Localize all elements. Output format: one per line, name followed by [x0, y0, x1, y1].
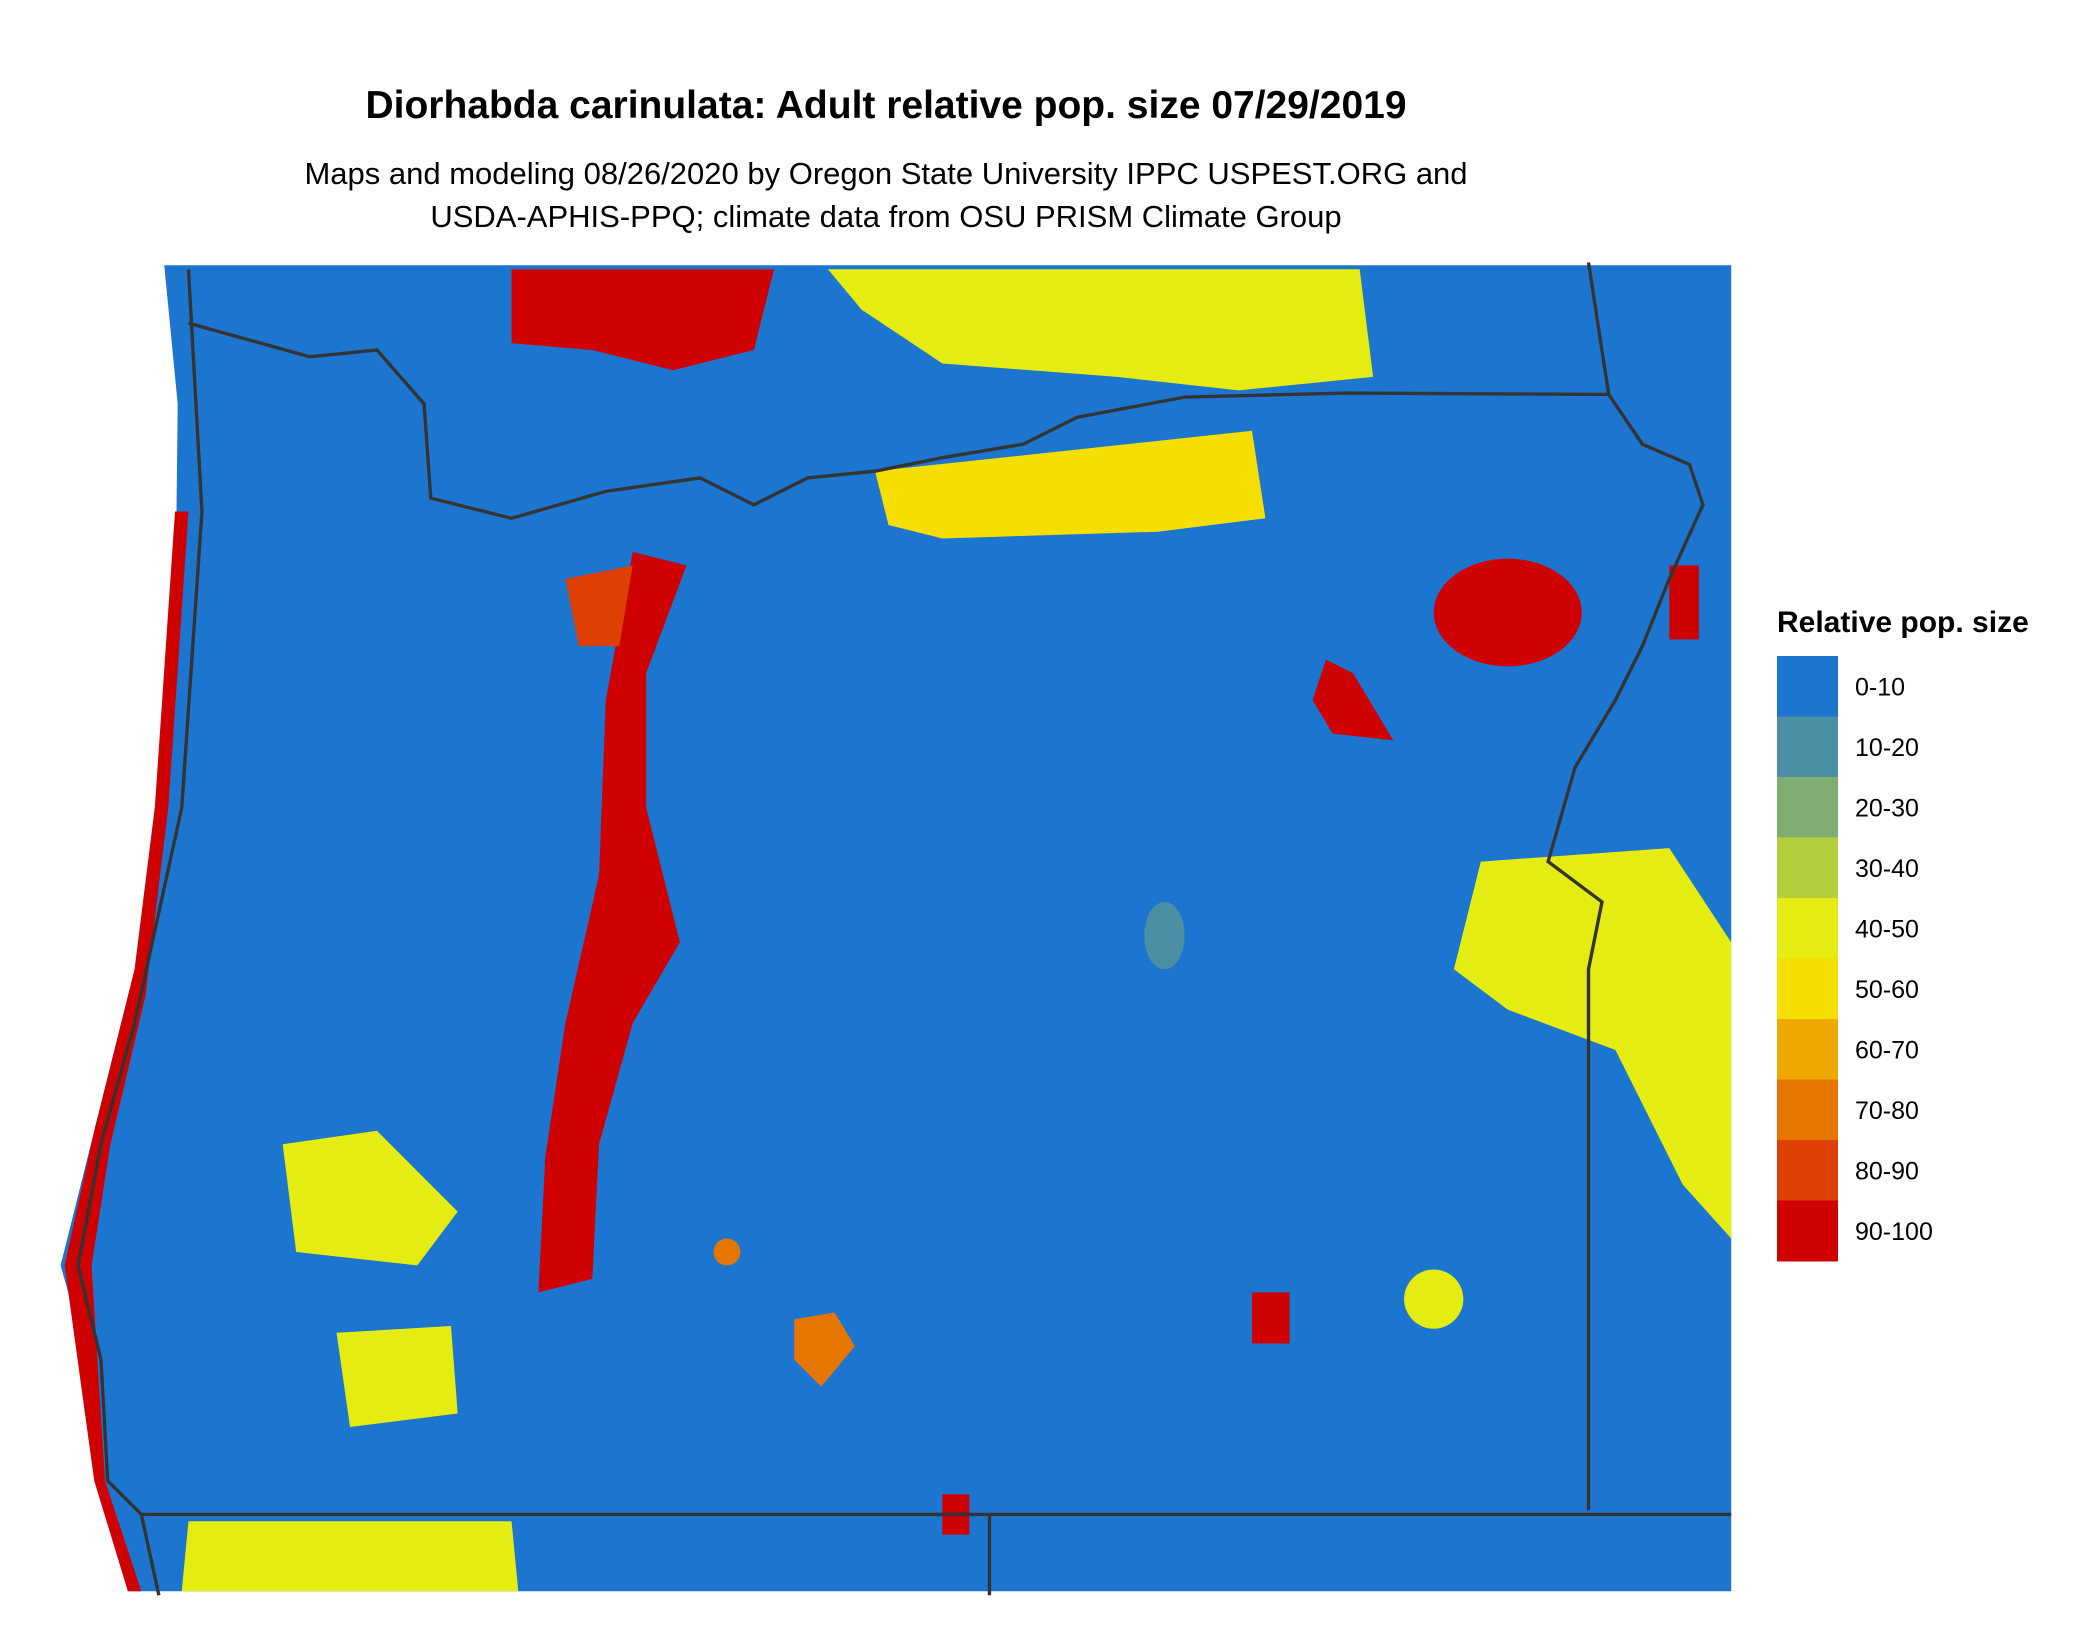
orange-patch: [1251, 1292, 1290, 1344]
title: Diorhabda carinulata: Adult relative pop…: [365, 84, 1406, 127]
legend: Relative pop. size 0-10 10-20 20-30 30-40 40…: [1777, 606, 2029, 1262]
yellow-patch: [875, 430, 1266, 539]
legend-label: 0-10: [1855, 673, 1905, 701]
teal-patch: [1144, 901, 1185, 970]
legend-label: 20-30: [1855, 794, 1919, 822]
legend-swatch: [1777, 1079, 1838, 1141]
yellow-patch: [1453, 848, 1732, 1239]
legend-swatch: [1777, 837, 1838, 899]
legend-swatch: [1777, 958, 1838, 1020]
legend-swatch: [1777, 716, 1838, 778]
north-patch: [511, 269, 775, 371]
legend-swatch: [1777, 898, 1838, 959]
subtitle-line: USDA-APHIS-PPQ; climate data from OSU PR…: [430, 199, 1341, 234]
border: [76, 269, 204, 1596]
legend-swatch: [1777, 1140, 1838, 1201]
ridge-patch: [538, 551, 687, 1293]
yellow-patch: [181, 1521, 519, 1592]
legend-label: 40-50: [1855, 915, 1919, 943]
central-patch: [1312, 659, 1394, 741]
ne-patch: [1433, 558, 1582, 667]
yellow-patch: [827, 269, 1374, 391]
legend-title: Relative pop. size: [1777, 606, 2029, 639]
legend-label: 50-60: [1855, 976, 1919, 1004]
borders: [76, 262, 1732, 1596]
orange-patch: [713, 1238, 741, 1266]
yellow-patch: [336, 1326, 458, 1427]
legend-label: 70-80: [1855, 1097, 1919, 1125]
orange-patch: [794, 1312, 855, 1387]
legend-label: 80-90: [1855, 1157, 1919, 1185]
yellow-patch: [282, 1130, 458, 1266]
legend-label: 60-70: [1855, 1036, 1919, 1064]
ridge-patch: [565, 565, 633, 647]
legend-swatch: [1777, 1200, 1838, 1262]
border: [1586, 262, 1611, 395]
legend-label: 30-40: [1855, 855, 1919, 883]
yellow-patch: [1404, 1269, 1464, 1329]
border: [188, 321, 1705, 1511]
subtitle-line: Maps and modeling 08/26/2020 by Oregon S…: [304, 156, 1467, 191]
land-raster: [60, 265, 1732, 1592]
east-patch: [1669, 565, 1699, 640]
legend-swatch: [1777, 1019, 1838, 1080]
map: [60, 262, 1732, 1596]
legend-label: 10-20: [1855, 734, 1919, 762]
legend-label: 90-100: [1855, 1218, 1933, 1246]
legend-swatch: [1777, 656, 1838, 717]
legend-swatch: [1777, 777, 1838, 838]
